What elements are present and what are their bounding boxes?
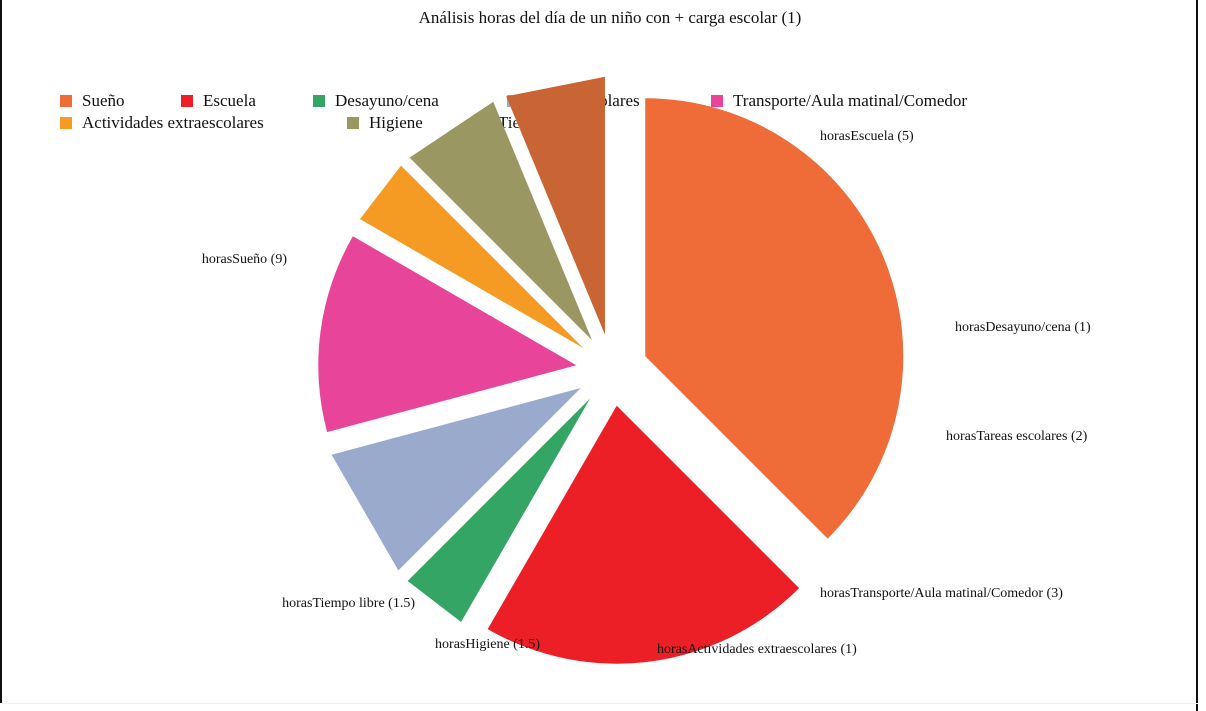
legend-label: Escuela: [203, 91, 256, 110]
legend-item[interactable]: Sueño: [60, 91, 125, 110]
legend-label: Higiene: [369, 113, 423, 132]
slice-label: horasTareas escolares (2): [946, 429, 1088, 444]
slice-label: horasEscuela (5): [820, 129, 914, 144]
slice-label: horasDesayuno/cena (1): [955, 320, 1091, 335]
frame-border-right: [1196, 0, 1198, 711]
legend-label: Transporte/Aula matinal/Comedor: [733, 91, 967, 110]
slice-label: horasTiempo libre (1.5): [282, 596, 415, 611]
legend-item[interactable]: Desayuno/cena: [313, 91, 439, 110]
legend-item[interactable]: Higiene: [347, 113, 423, 132]
legend-label: Desayuno/cena: [335, 91, 439, 110]
pie-slice-higiene[interactable]: [409, 101, 592, 341]
slice-label: horasHigiene (1.5): [435, 637, 540, 652]
legend-item[interactable]: Transporte/Aula matinal/Comedor: [711, 91, 967, 110]
legend-swatch: [347, 117, 359, 129]
pie-slice-desayuno-cena[interactable]: [407, 398, 591, 622]
legend-item[interactable]: Actividades extraescolares: [60, 113, 264, 132]
slice-label: horasActividades extraescolares (1): [657, 642, 857, 657]
pie-slice-actividades-extraescolares[interactable]: [360, 165, 584, 349]
pie-slice-tareas-escolares[interactable]: [331, 388, 581, 571]
pie-slices: [318, 76, 904, 664]
slice-label: horasTransporte/Aula matinal/Comedor (3): [820, 586, 1063, 601]
slice-label: horasSueño (9): [202, 252, 287, 267]
legend-swatch: [60, 95, 72, 107]
legend-item[interactable]: Escuela: [181, 91, 256, 110]
legend-swatch: [313, 95, 325, 107]
legend-swatch: [60, 117, 72, 129]
frame-border-bottom: [0, 703, 1198, 704]
legend-label: Sueño: [82, 91, 125, 110]
chart-title: Análisis horas del día de un niño con + …: [419, 8, 802, 27]
pie-slice-escuela[interactable]: [487, 405, 800, 664]
legend-swatch: [711, 95, 723, 107]
legend-swatch: [181, 95, 193, 107]
pie-slice-transporte-aula-matinal-comedor[interactable]: [318, 236, 577, 433]
legend-label: Actividades extraescolares: [82, 113, 264, 132]
pie-slice-sue-o[interactable]: [645, 98, 904, 539]
slice-labels: horasSueño (9) horasEscuela (5) horasDesay…: [202, 129, 1091, 657]
pie-slice-tiempo-libre[interactable]: [506, 76, 605, 335]
